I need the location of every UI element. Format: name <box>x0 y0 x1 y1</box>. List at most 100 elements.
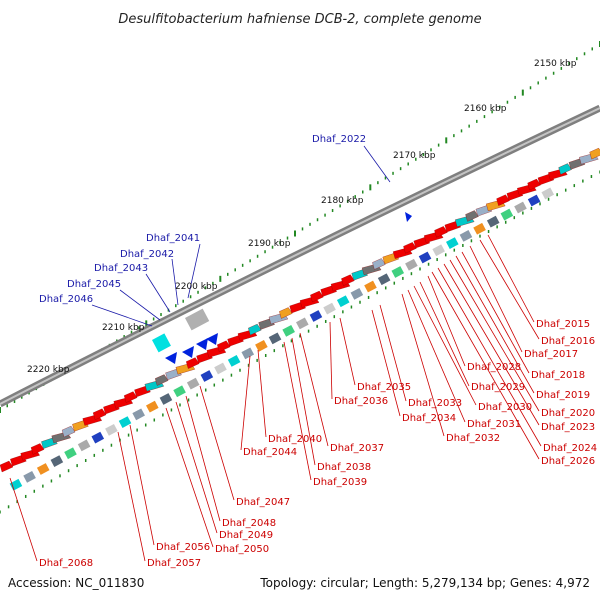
gene-label[interactable]: Dhaf_2017 <box>524 349 578 360</box>
gene-feature[interactable] <box>248 323 262 336</box>
gene-label[interactable]: Dhaf_2018 <box>531 370 585 381</box>
gene-feature[interactable] <box>23 470 36 483</box>
gene-feature[interactable] <box>182 346 194 358</box>
gene-label[interactable]: Dhaf_2041 <box>146 233 200 244</box>
gene-feature[interactable] <box>206 333 218 345</box>
gene-feature[interactable] <box>227 355 241 367</box>
gene-feature[interactable] <box>558 163 572 175</box>
gene-feature[interactable] <box>309 310 323 322</box>
gene-label[interactable]: Dhaf_2049 <box>219 530 273 541</box>
gene-label[interactable]: Dhaf_2046 <box>39 294 93 305</box>
gene-feature[interactable] <box>92 408 107 420</box>
gene-feature[interactable] <box>146 400 159 413</box>
gene-feature[interactable] <box>403 242 417 254</box>
gene-label[interactable]: Dhaf_2050 <box>215 544 269 555</box>
gene-feature[interactable] <box>364 280 377 293</box>
gene-feature[interactable] <box>527 178 541 191</box>
gene-feature[interactable] <box>118 416 132 428</box>
gene-feature[interactable] <box>341 274 355 286</box>
gene-feature[interactable] <box>465 210 479 222</box>
gene-label[interactable]: Dhaf_2056 <box>156 542 210 553</box>
gene-feature[interactable] <box>541 187 555 200</box>
gene-feature[interactable] <box>217 340 231 352</box>
gene-label[interactable]: Dhaf_2015 <box>536 319 590 330</box>
gene-label[interactable]: Dhaf_2044 <box>243 447 297 458</box>
gene-feature[interactable] <box>196 338 208 350</box>
gene-feature[interactable] <box>391 266 405 278</box>
gene-label[interactable]: Dhaf_2031 <box>467 419 521 430</box>
gene-label[interactable]: Dhaf_2024 <box>543 443 597 454</box>
gene-label[interactable]: Dhaf_2020 <box>541 408 595 419</box>
gene-feature[interactable] <box>255 339 268 352</box>
gene-label[interactable]: Dhaf_2038 <box>317 462 371 473</box>
gene-label[interactable]: Dhaf_2057 <box>147 558 201 569</box>
gene-label[interactable]: Dhaf_2039 <box>313 477 367 488</box>
gene-feature[interactable] <box>186 357 200 369</box>
gene-feature[interactable] <box>527 194 541 207</box>
gene-feature[interactable] <box>241 347 255 360</box>
gene-feature[interactable] <box>446 237 459 249</box>
gene-label[interactable]: Dhaf_2068 <box>39 558 93 569</box>
gene-label[interactable]: Dhaf_2033 <box>408 398 462 409</box>
gene-label[interactable]: Dhaf_2037 <box>330 443 384 454</box>
gene-label[interactable]: Dhaf_2030 <box>478 402 532 413</box>
gene-label[interactable]: Dhaf_2042 <box>120 249 174 260</box>
gene-feature[interactable] <box>152 333 171 353</box>
gene-feature[interactable] <box>473 222 486 235</box>
gene-feature[interactable] <box>123 391 138 403</box>
gene-label[interactable]: Dhaf_2045 <box>67 279 121 290</box>
gene-label[interactable]: Dhaf_2028 <box>467 362 521 373</box>
gene-feature[interactable] <box>496 194 510 206</box>
gene-feature[interactable] <box>185 308 210 331</box>
gene-label[interactable]: Dhaf_2029 <box>471 382 525 393</box>
gene-feature[interactable] <box>268 332 282 345</box>
gene-feature[interactable] <box>372 258 386 270</box>
gene-feature[interactable] <box>200 370 214 382</box>
gene-label[interactable]: Dhaf_2035 <box>357 382 411 393</box>
gene-feature[interactable] <box>405 212 412 222</box>
gene-feature[interactable] <box>405 258 418 271</box>
gene-feature[interactable] <box>132 408 145 421</box>
gene-feature[interactable] <box>377 273 391 286</box>
gene-label[interactable]: Dhaf_2032 <box>446 433 500 444</box>
gene-label[interactable]: Dhaf_2040 <box>268 434 322 445</box>
gene-feature[interactable] <box>0 460 14 473</box>
gene-feature[interactable] <box>91 431 105 444</box>
gene-feature[interactable] <box>50 455 64 467</box>
gene-feature[interactable] <box>336 295 350 308</box>
gene-feature[interactable] <box>61 425 76 438</box>
gene-label[interactable]: Dhaf_2048 <box>222 518 276 529</box>
gene-label[interactable]: Dhaf_2023 <box>541 422 595 433</box>
gene-feature[interactable] <box>159 393 173 405</box>
gene-feature[interactable] <box>30 443 45 455</box>
gene-feature[interactable] <box>418 251 432 264</box>
gene-label[interactable]: Dhaf_2019 <box>536 390 590 401</box>
gene-feature[interactable] <box>310 290 324 303</box>
gene-feature[interactable] <box>9 478 23 491</box>
gene-feature[interactable] <box>279 307 293 319</box>
gene-feature[interactable] <box>323 302 336 315</box>
gene-feature[interactable] <box>500 208 514 221</box>
gene-label[interactable]: Dhaf_2026 <box>541 456 595 467</box>
gene-feature[interactable] <box>434 226 448 238</box>
gene-feature[interactable] <box>282 324 295 337</box>
gene-feature[interactable] <box>589 147 600 160</box>
gene-feature[interactable] <box>459 230 473 242</box>
gene-feature[interactable] <box>105 423 118 436</box>
gene-feature[interactable] <box>214 362 227 375</box>
gene-feature[interactable] <box>64 447 77 460</box>
gene-feature[interactable] <box>514 201 527 214</box>
gene-feature[interactable] <box>165 352 177 364</box>
gene-feature[interactable] <box>173 385 186 398</box>
gene-feature[interactable] <box>350 287 364 300</box>
gene-feature[interactable] <box>186 377 200 390</box>
gene-label[interactable]: Dhaf_2022 <box>312 134 366 145</box>
gene-label[interactable]: Dhaf_2016 <box>541 336 595 347</box>
gene-feature[interactable] <box>77 439 91 452</box>
gene-label[interactable]: Dhaf_2036 <box>334 396 388 407</box>
gene-feature[interactable] <box>36 463 50 475</box>
gene-feature[interactable] <box>486 215 500 228</box>
gene-feature[interactable] <box>432 244 445 257</box>
gene-feature[interactable] <box>154 374 169 386</box>
gene-label[interactable]: Dhaf_2034 <box>402 413 456 424</box>
